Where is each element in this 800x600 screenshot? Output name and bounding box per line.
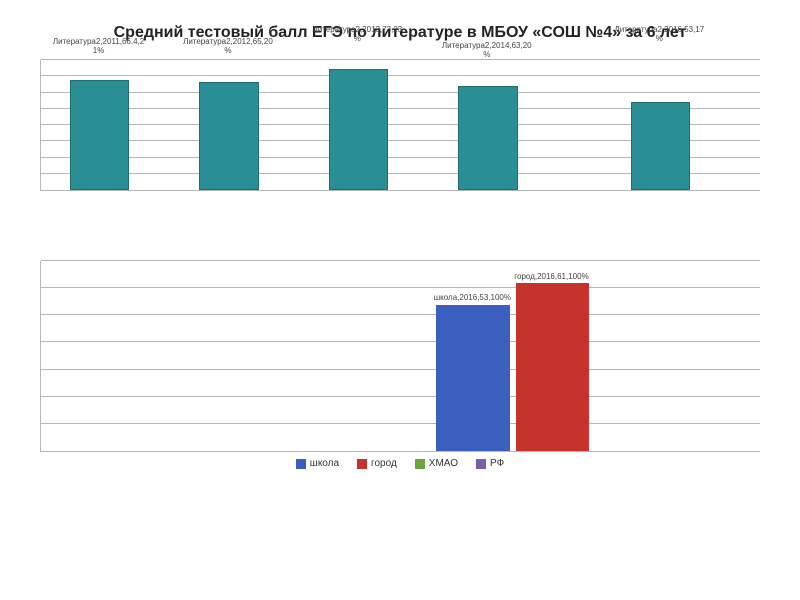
bar <box>516 283 590 451</box>
grid-line <box>41 341 760 342</box>
bar-label: Литература2,2013,73,23 % <box>287 26 427 44</box>
grid-line <box>41 396 760 397</box>
grid-line <box>41 423 760 424</box>
grid-line <box>41 92 760 93</box>
bar-label: Литература2,2014,63,20 % <box>417 42 557 60</box>
legend-label: РФ <box>490 458 504 469</box>
bar <box>199 82 259 190</box>
legend-label: ХМАО <box>429 458 458 469</box>
grid-line <box>41 260 760 261</box>
legend-item: РФ <box>476 458 504 469</box>
legend-label: город <box>371 458 397 469</box>
chart1-plot: Литература2,2011,66.4,2 1%Литература2,20… <box>40 60 760 191</box>
legend-item: город <box>357 458 397 469</box>
chart2-plot: школа,2016,53,100%город,2016,61,100% <box>40 261 760 452</box>
bar <box>631 102 691 190</box>
grid-line <box>41 369 760 370</box>
bar-label: Литература2,2012,65,20 % <box>158 38 298 56</box>
bar-label: Литература2,2016,53,17 % <box>589 26 729 44</box>
legend-swatch <box>415 459 425 469</box>
grid-line <box>41 314 760 315</box>
chart2-legend: школа город ХМАО РФ <box>40 452 760 469</box>
legend-label: школа <box>310 458 339 469</box>
bar <box>70 80 130 190</box>
bar-label: Литература2,2011,66.4,2 1% <box>29 38 169 56</box>
legend-swatch <box>296 459 306 469</box>
legend-swatch <box>357 459 367 469</box>
legend-item: школа <box>296 458 339 469</box>
grid-line <box>41 75 760 76</box>
chart1-container: Литература2,2011,66.4,2 1%Литература2,20… <box>40 60 760 191</box>
legend-swatch <box>476 459 486 469</box>
chart2-container: школа,2016,53,100%город,2016,61,100% шко… <box>40 261 760 469</box>
bar <box>436 305 510 451</box>
legend-item: ХМАО <box>415 458 458 469</box>
grid-line <box>41 59 760 60</box>
bar-label: город,2016,61,100% <box>481 273 621 282</box>
grid-line <box>41 287 760 288</box>
bar <box>458 86 518 190</box>
bar <box>329 69 389 190</box>
